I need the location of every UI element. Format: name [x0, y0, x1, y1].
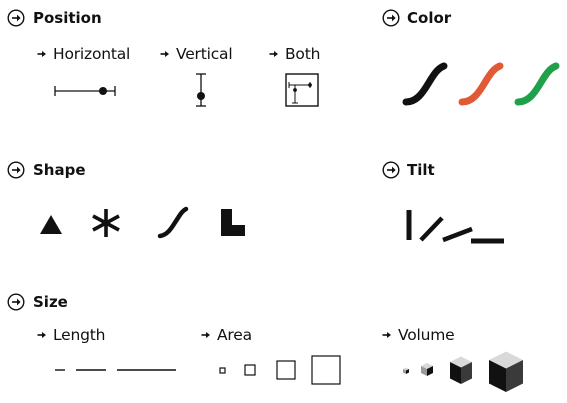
- color-stroke-dark: [402, 62, 448, 106]
- arrow-icon: [201, 330, 211, 340]
- circled-arrow-icon: [382, 161, 400, 179]
- label-vertical: Vertical: [176, 45, 233, 63]
- arrow-icon: [37, 330, 47, 340]
- arrow-icon: [37, 49, 47, 59]
- triangle-shape: [40, 215, 62, 234]
- both-position-glyph: [285, 73, 319, 107]
- color-stroke-red: [458, 62, 504, 106]
- cube-l: [489, 351, 523, 392]
- label-length: Length: [53, 326, 106, 344]
- area-xs: [219, 367, 226, 374]
- circled-arrow-icon: [7, 161, 25, 179]
- curve-shape: [157, 206, 189, 239]
- circled-arrow-icon: [7, 9, 25, 27]
- tilt-glyphs: [406, 210, 504, 244]
- section-title: Size: [33, 293, 68, 311]
- volume-glyphs: [403, 351, 523, 392]
- label-area: Area: [217, 326, 252, 344]
- tilt-steep: [419, 216, 444, 242]
- area-s: [244, 364, 256, 376]
- section-title: Color: [407, 9, 452, 27]
- section-title: Position: [33, 9, 102, 27]
- circled-arrow-icon: [382, 9, 400, 27]
- cube-m: [450, 356, 472, 384]
- cube-xs: [403, 367, 409, 374]
- color-stroke-green: [514, 62, 560, 106]
- color-strokes: [402, 62, 560, 106]
- tilt-shallow: [442, 226, 473, 243]
- arrow-icon: [160, 49, 170, 59]
- shape-glyphs: [40, 206, 245, 239]
- label-both: Both: [285, 45, 321, 63]
- asterisk-shape: [92, 209, 120, 237]
- area-glyphs: [219, 355, 341, 385]
- length-glyphs: [55, 369, 176, 371]
- arrow-icon: [382, 330, 392, 340]
- section-title: Tilt: [407, 161, 435, 179]
- area-l: [311, 355, 341, 385]
- horizontal-position-glyph: [54, 86, 116, 96]
- arrow-icon: [269, 49, 279, 59]
- section-title: Shape: [33, 161, 86, 179]
- label-volume: Volume: [398, 326, 455, 344]
- vertical-position-glyph: [196, 73, 206, 107]
- l-shape: [221, 209, 245, 236]
- circled-arrow-icon: [7, 293, 25, 311]
- area-m: [276, 360, 296, 380]
- label-horizontal: Horizontal: [53, 45, 131, 63]
- cube-s: [421, 363, 433, 376]
